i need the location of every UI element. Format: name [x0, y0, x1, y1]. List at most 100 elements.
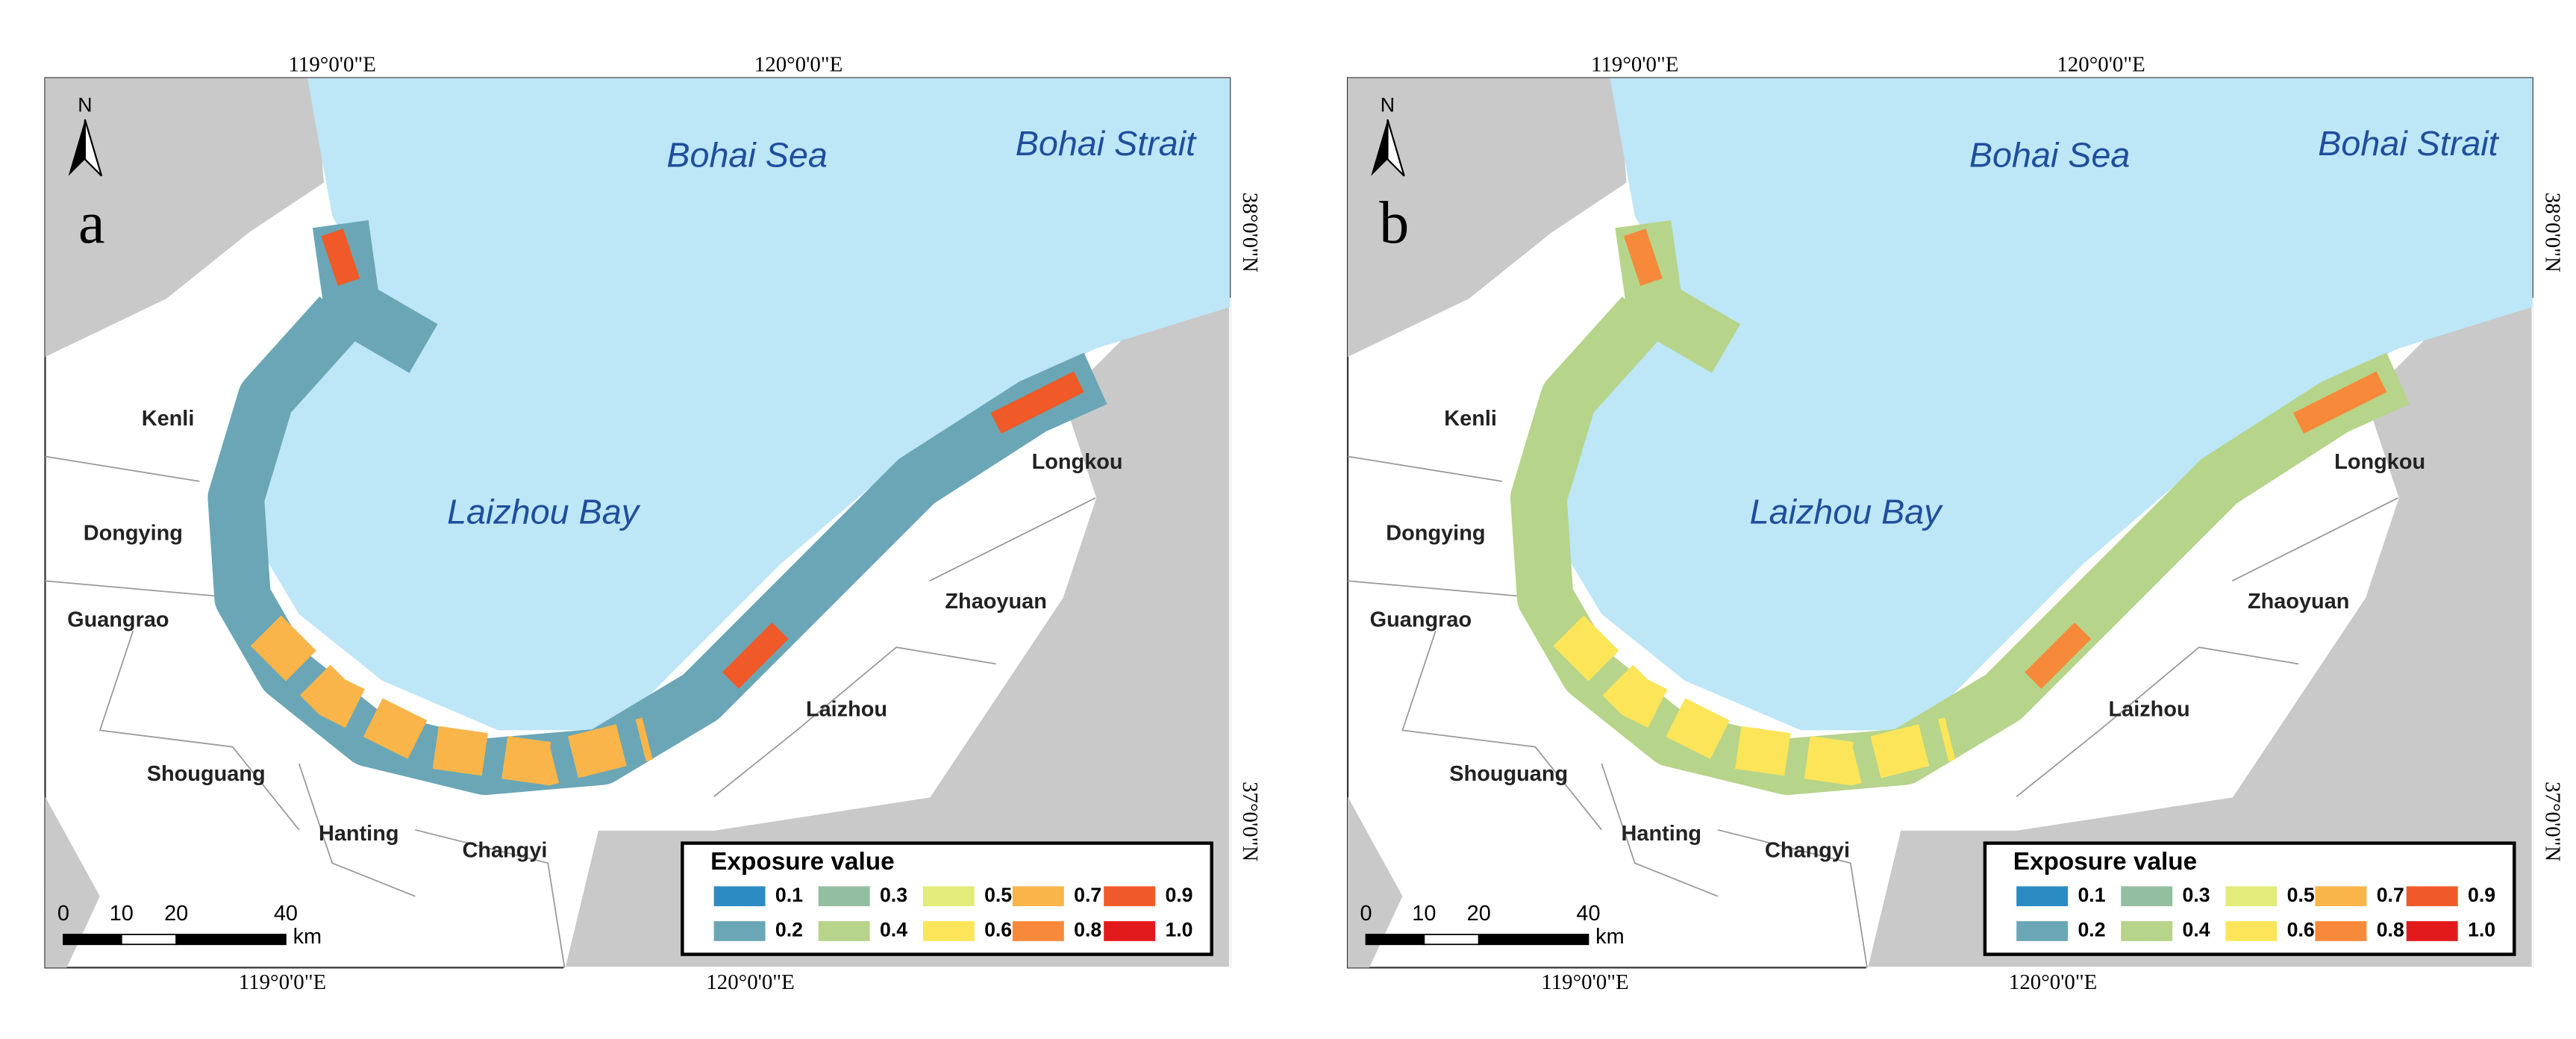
north-label: N: [1381, 93, 1395, 116]
water-label: Bohai Strait: [1016, 124, 1197, 163]
scale-label: 10: [110, 902, 134, 926]
legend-swatch: [2315, 921, 2367, 941]
water-label: Bohai Sea: [666, 136, 827, 175]
place-label: Shouguang: [1449, 762, 1568, 786]
panel-label: b: [1379, 190, 1409, 256]
scale-segment: [120, 934, 178, 946]
graticule-label: 37°0'0"N: [1238, 781, 1262, 861]
land-gray: [1348, 78, 1627, 358]
coastal-belt-peak: [1623, 228, 2387, 689]
legend-label: 0.3: [880, 884, 907, 906]
place-label: Dongying: [84, 522, 183, 546]
coastal-belt-peak: [321, 228, 1084, 689]
water-label: Laizhou Bay: [1750, 493, 1944, 531]
scale-label: 20: [1467, 902, 1491, 926]
legend-swatch: [2016, 886, 2069, 907]
legend-title: Exposure value: [2013, 848, 2197, 876]
scale-label: 10: [1412, 902, 1436, 926]
admin-lines: [45, 455, 1096, 968]
legend-label: 0.3: [2183, 884, 2210, 906]
land-gray: [1348, 796, 1403, 968]
graticule-label: 38°0'0"N: [1238, 193, 1262, 272]
panel-label: a: [78, 190, 105, 256]
place-label: Changyi: [462, 838, 547, 862]
legend-swatch: [2121, 886, 2173, 907]
scale-segment: [1423, 934, 1480, 946]
place-label: Kenli: [1444, 407, 1497, 431]
place-label: Longkou: [1032, 450, 1123, 474]
legend-label: 0.8: [2377, 919, 2404, 941]
legend-label: 0.5: [984, 884, 1012, 906]
legend-swatch: [1012, 886, 1064, 907]
legend-label: 0.8: [1074, 919, 1101, 941]
place-label: Hanting: [1622, 822, 1702, 846]
scale-unit: km: [1595, 925, 1625, 949]
legend-label: 0.5: [2287, 884, 2315, 906]
legend-label: 0.9: [1165, 884, 1192, 906]
legend-swatch: [713, 921, 766, 941]
legend-label: 1.0: [1165, 919, 1192, 941]
scale-label: 40: [1576, 902, 1600, 926]
graticule-label: 119°0'0"E: [1591, 53, 1678, 77]
graticule-label: 120°0'0"E: [2009, 970, 2097, 994]
water-label: Bohai Sea: [1969, 136, 2130, 175]
scale-segment: [1478, 934, 1589, 946]
coastal-belt-high: [1553, 615, 1956, 786]
coastal-belt-high: [250, 615, 653, 786]
legend-label: 0.6: [2287, 919, 2315, 941]
legend-label: 0.7: [1074, 884, 1101, 906]
legend-label: 0.2: [775, 919, 803, 941]
north-label: N: [78, 93, 92, 116]
legend-swatch: [2225, 921, 2278, 941]
scale-segment: [175, 934, 287, 946]
graticule-label: 119°0'0"E: [1541, 970, 1628, 994]
graticule-label: 120°0'0"E: [706, 970, 794, 994]
place-label: Longkou: [2334, 450, 2425, 474]
legend-label: 0.9: [2468, 884, 2495, 906]
scale-segment: [1365, 934, 1425, 946]
place-label: Shouguang: [147, 762, 266, 786]
legend-swatch: [713, 886, 766, 907]
legend-label: 0.1: [2078, 884, 2105, 906]
legend-swatch: [2406, 921, 2458, 941]
legend-swatch: [2016, 921, 2069, 941]
scale-label: 40: [274, 902, 298, 926]
place-label: Zhaoyuan: [2248, 590, 2349, 614]
sea: [249, 78, 1231, 731]
legend-label: 0.6: [984, 919, 1012, 941]
place-label: Guangrao: [67, 608, 169, 631]
legend-swatch: [818, 886, 870, 907]
scale-label: 0: [1360, 902, 1372, 926]
graticule-label: 37°0'0"N: [2541, 781, 2565, 861]
legend-label: 0.4: [2183, 919, 2210, 941]
map-panel: 119°0'0"E 120°0'0"E 119°0'0"E 120°0'0"E 38°0…: [1346, 53, 2565, 994]
place-label: Kenli: [142, 407, 195, 431]
legend-swatch: [818, 921, 870, 941]
legend-label: 0.2: [2078, 919, 2105, 941]
legend-swatch: [2406, 886, 2458, 907]
north-arrow: [1387, 119, 1405, 177]
graticule-label: 120°0'0"E: [2057, 53, 2145, 77]
graticule-label: 38°0'0"N: [2541, 193, 2565, 272]
legend-swatch: [2225, 886, 2278, 907]
legend-title: Exposure value: [710, 848, 894, 876]
sea: [1551, 78, 2533, 731]
place-label: Zhaoyuan: [945, 590, 1046, 614]
legend-swatch: [922, 921, 975, 941]
north-arrow: [84, 119, 103, 177]
legend-label: 0.4: [880, 919, 907, 941]
legend-label: 1.0: [2468, 919, 2495, 941]
map-panel: 119°0'0"E 120°0'0"E 119°0'0"E 120°0'0"E 38°0…: [44, 53, 1262, 994]
land-gray: [45, 796, 100, 968]
place-label: Changyi: [1765, 838, 1850, 862]
scale-label: 0: [57, 902, 69, 926]
scale-label: 20: [164, 902, 188, 926]
place-label: Laizhou: [806, 697, 887, 721]
graticule-label: 119°0'0"E: [239, 970, 326, 994]
legend-swatch: [1012, 921, 1064, 941]
admin-lines: [1347, 455, 2399, 968]
graticule-label: 120°0'0"E: [754, 53, 842, 77]
legend-swatch: [2315, 886, 2367, 907]
place-label: Dongying: [1386, 522, 1485, 546]
